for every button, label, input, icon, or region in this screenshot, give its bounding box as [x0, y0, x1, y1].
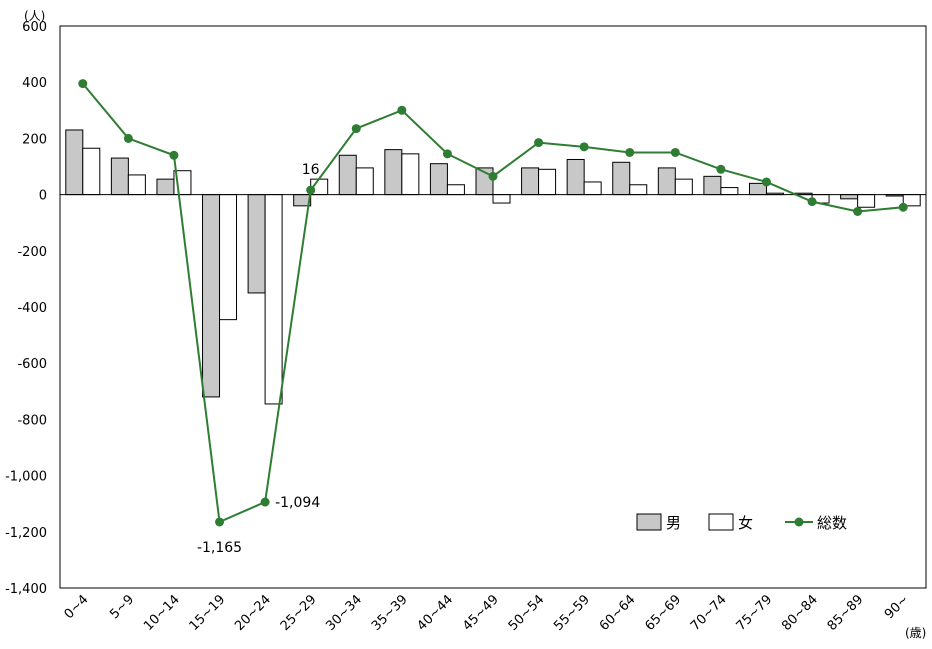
- plot-area-frame: [59, 25, 927, 589]
- y-tick-label: -200: [17, 245, 47, 260]
- bar-female-3: [219, 194, 238, 321]
- bar-male-7: [384, 149, 403, 196]
- x-tick-label: 30~34: [323, 592, 365, 634]
- total-point-11: [579, 142, 589, 152]
- y-tick-label: -400: [17, 301, 47, 316]
- x-tick-label: 65~69: [642, 592, 684, 634]
- x-tick-label: 70~74: [688, 592, 730, 634]
- bar-male-6: [338, 154, 357, 196]
- x-tick-label: 35~39: [369, 592, 411, 634]
- x-tick-label: 10~14: [141, 592, 183, 634]
- x-tick-label: 55~59: [551, 592, 593, 634]
- bar-male-1: [110, 157, 129, 196]
- bar-female-9: [492, 194, 511, 204]
- y-tick-label: 200: [22, 132, 47, 147]
- legend: 男 女 総数: [636, 513, 847, 532]
- y-axis-ticks: 600 400 200 0 -200 -400 -600 -800 -1,000 -1,200 -1…: [5, 20, 47, 597]
- y-tick-label: -800: [17, 413, 47, 428]
- bar-female-6: [355, 167, 374, 196]
- bar-female-4: [264, 194, 283, 405]
- bar-female-8: [446, 184, 465, 196]
- legend-label: 総数: [817, 514, 847, 532]
- bar-female-14: [720, 187, 739, 196]
- total-point-7: [397, 105, 407, 115]
- bar-male-0: [65, 129, 84, 196]
- data-label: -1,094: [275, 495, 320, 511]
- y-tick-label: 0: [39, 189, 47, 204]
- x-tick-label: 75~79: [734, 592, 776, 634]
- bar-male-11: [566, 158, 585, 196]
- bar-male-10: [521, 167, 540, 196]
- legend-label: 男: [666, 514, 681, 532]
- total-point-1: [123, 133, 133, 143]
- total-point-4: [260, 497, 270, 507]
- total-point-17: [853, 206, 863, 216]
- total-point-9: [488, 171, 498, 181]
- bar-male-4: [247, 194, 266, 294]
- y-tick-label: -600: [17, 357, 47, 372]
- x-tick-label: 60~64: [597, 592, 639, 634]
- data-label: -1,165: [197, 540, 242, 556]
- y-tick-label: 600: [22, 20, 47, 35]
- legend-swatch-total-marker: [794, 517, 804, 527]
- bar-female-13: [674, 178, 693, 196]
- bar-male-3: [202, 194, 221, 398]
- bar-female-1: [127, 174, 146, 196]
- x-tick-label: 85~89: [825, 592, 867, 634]
- x-tick-label: 45~49: [460, 592, 502, 634]
- y-tick-label: 400: [22, 76, 47, 91]
- bar-female-17: [857, 194, 876, 208]
- total-line-layer: [78, 79, 908, 527]
- annotations-layer: -1,165 -1,094 16: [197, 162, 320, 556]
- total-point-14: [716, 164, 726, 174]
- x-tick-label: 25~29: [278, 592, 320, 634]
- x-tick-label: 20~24: [232, 592, 274, 634]
- x-tick-label: 90~: [882, 592, 912, 622]
- bar-female-10: [538, 168, 557, 196]
- total-point-2: [169, 150, 179, 160]
- bar-female-7: [401, 153, 420, 196]
- x-tick-label: 15~19: [187, 592, 229, 634]
- x-tick-label: 5~9: [107, 592, 137, 622]
- total-point-6: [351, 124, 361, 134]
- total-point-8: [442, 149, 452, 159]
- y-tick-label: -1,400: [5, 582, 47, 597]
- legend-swatch-male: [636, 513, 662, 531]
- total-point-15: [761, 177, 771, 187]
- y-axis-unit: (人): [24, 9, 45, 23]
- data-label: 16: [302, 162, 320, 178]
- bar-female-11: [583, 181, 602, 196]
- y-tick-label: -1,000: [5, 470, 47, 485]
- bar-male-13: [657, 167, 676, 196]
- bar-female-12: [629, 184, 648, 196]
- y-tick-label: -1,200: [5, 526, 47, 541]
- bar-male-2: [156, 178, 175, 196]
- total-point-13: [670, 147, 680, 157]
- bar-female-0: [82, 147, 101, 196]
- total-point-3: [215, 517, 225, 527]
- total-point-18: [898, 202, 908, 212]
- total-point-10: [534, 138, 544, 148]
- legend-swatch-female: [708, 513, 734, 531]
- total-point-16: [807, 197, 817, 207]
- total-point-12: [625, 147, 635, 157]
- total-point-0: [78, 79, 88, 89]
- x-tick-label: 50~54: [506, 592, 548, 634]
- x-tick-label: 0~4: [62, 592, 92, 622]
- bar-male-14: [703, 175, 722, 196]
- legend-label: 女: [738, 514, 753, 532]
- x-tick-label: 80~84: [779, 592, 821, 634]
- bars-layer: [65, 129, 921, 405]
- x-axis-ticks: 0~4 5~9 10~14 15~19 20~24 25~29 30~34 35~39 40~4…: [62, 592, 912, 634]
- x-axis-unit: (歳): [905, 626, 926, 640]
- bar-male-12: [612, 161, 631, 196]
- x-tick-label: 40~44: [415, 592, 457, 634]
- total-point-5: [306, 185, 316, 195]
- bar-male-8: [429, 163, 448, 196]
- bar-male-17: [840, 194, 859, 200]
